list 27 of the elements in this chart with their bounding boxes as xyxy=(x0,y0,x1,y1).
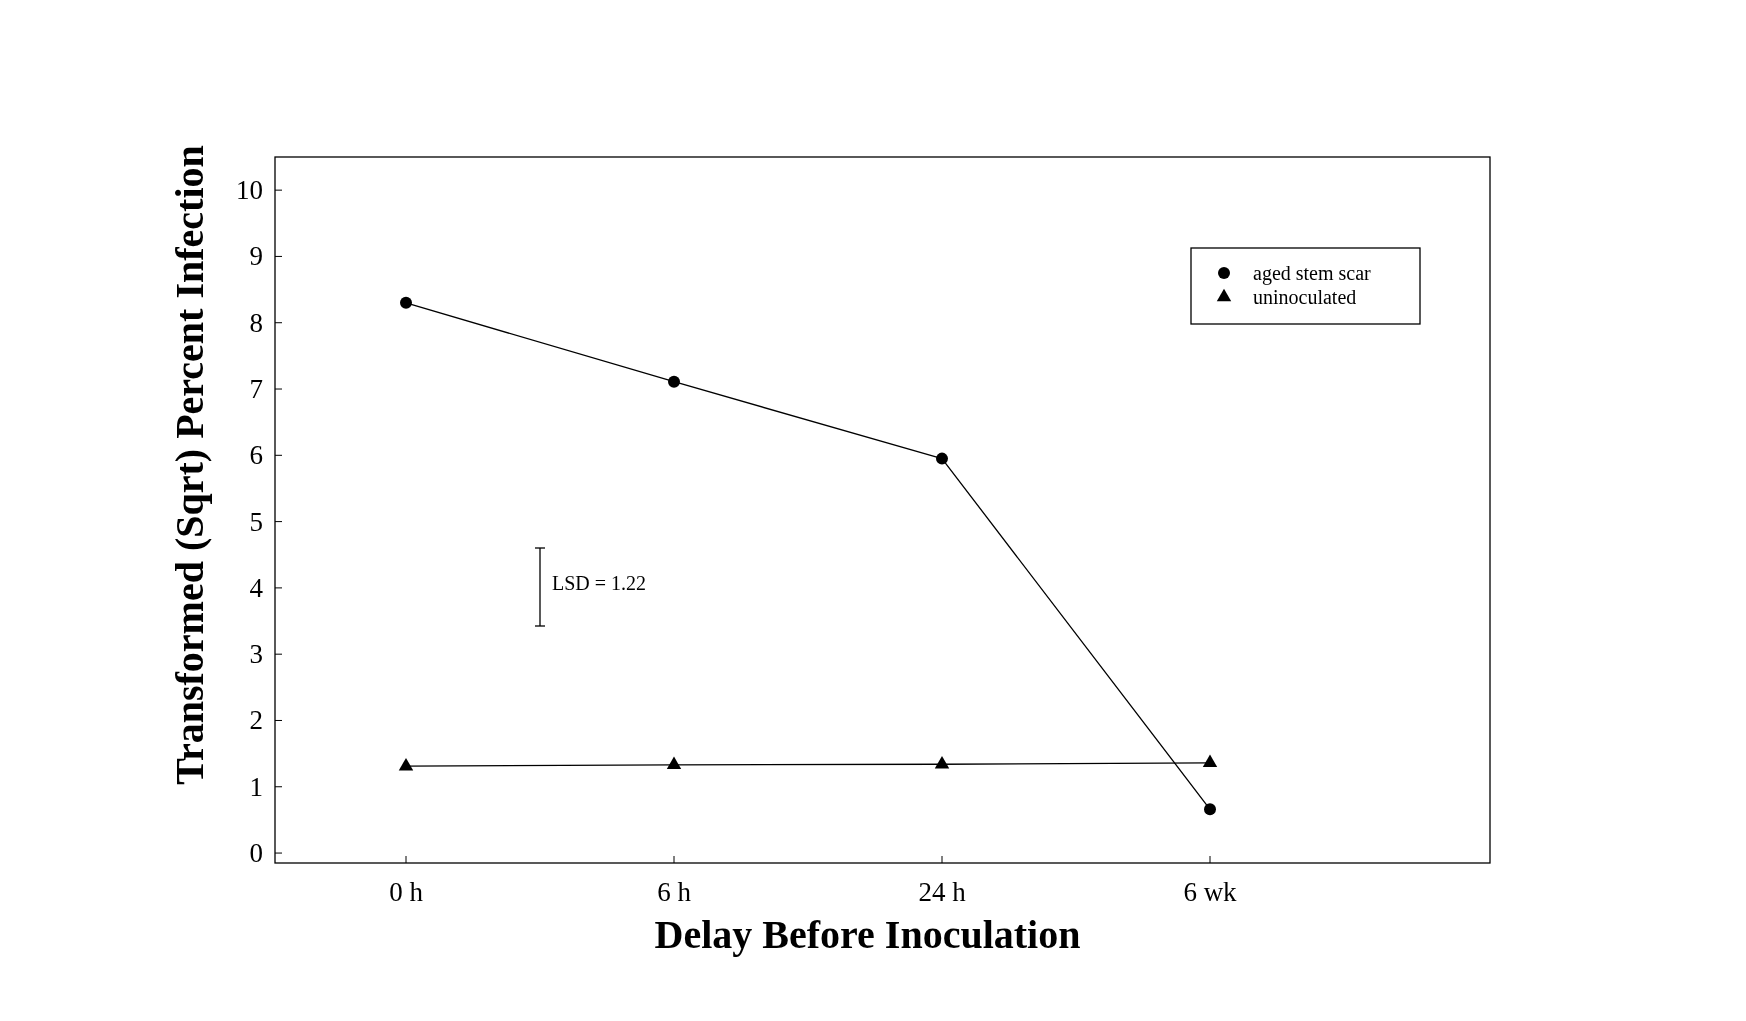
x-axis-title: Delay Before Inoculation xyxy=(654,912,1081,957)
point xyxy=(934,755,950,769)
y-tick-label: 4 xyxy=(249,572,264,603)
y-tick-label: 9 xyxy=(249,241,263,272)
y-tick-label: 10 xyxy=(236,175,263,206)
x-tick-label: 6 h xyxy=(657,877,692,907)
y-tick-label: 5 xyxy=(249,506,263,537)
y-tick-label: 2 xyxy=(249,705,263,736)
annotation: LSD = 1.22 xyxy=(552,572,647,594)
point xyxy=(936,452,948,465)
x-tick-label: 6 wk xyxy=(1183,877,1238,907)
x-tick-label: 24 h xyxy=(918,877,967,907)
legend-label: aged stem scar xyxy=(1253,262,1372,285)
y-tick-label: 1 xyxy=(249,771,263,802)
point xyxy=(398,757,414,771)
y-tick-label: 8 xyxy=(249,307,263,338)
x-tick-label: 0 h xyxy=(389,877,424,907)
y-tick-label: 3 xyxy=(249,639,263,670)
point xyxy=(1202,754,1218,768)
point xyxy=(668,375,680,388)
y-tick-label: 6 xyxy=(249,440,263,471)
legend-label: uninoculated xyxy=(1253,286,1357,308)
point xyxy=(400,296,412,309)
y-axis-title: Transformed (Sqrt) Percent Infection xyxy=(167,145,212,785)
y-tick-label: 7 xyxy=(249,374,263,405)
y-tick-label: 0 xyxy=(249,838,263,869)
point xyxy=(666,756,682,770)
